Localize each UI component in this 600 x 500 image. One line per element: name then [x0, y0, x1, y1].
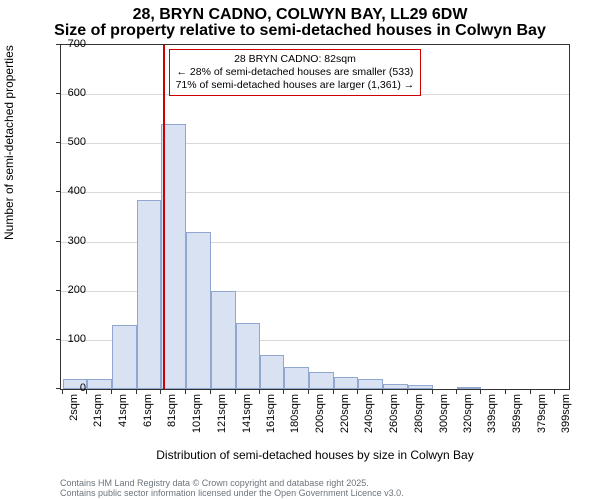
histogram-bar [236, 323, 261, 389]
x-tick-label: 260sqm [388, 394, 400, 444]
x-tick-mark [333, 390, 334, 394]
x-tick-mark [136, 390, 137, 394]
x-tick-mark [530, 390, 531, 394]
x-tick-label: 41sqm [117, 394, 129, 444]
x-tick-mark [210, 390, 211, 394]
x-tick-label: 2sqm [68, 394, 80, 444]
x-tick-label: 300sqm [438, 394, 450, 444]
x-tick-mark [111, 390, 112, 394]
x-tick-mark [86, 390, 87, 394]
y-tick-label: 300 [46, 235, 86, 247]
y-tick-label: 500 [46, 136, 86, 148]
x-tick-mark [235, 390, 236, 394]
x-tick-label: 121sqm [216, 394, 228, 444]
x-tick-mark [185, 390, 186, 394]
histogram-bar [309, 372, 334, 389]
x-tick-label: 180sqm [289, 394, 301, 444]
chart-title-line2: Size of property relative to semi-detach… [0, 22, 600, 40]
x-tick-mark [308, 390, 309, 394]
infobox-line1: 28 BRYN CADNO: 82sqm [176, 53, 415, 66]
x-tick-label: 320sqm [462, 394, 474, 444]
gridline [61, 192, 569, 193]
x-tick-label: 280sqm [413, 394, 425, 444]
reference-infobox: 28 BRYN CADNO: 82sqm← 28% of semi-detach… [169, 49, 422, 96]
x-tick-label: 21sqm [92, 394, 104, 444]
histogram-bar [457, 387, 481, 389]
x-tick-label: 81sqm [166, 394, 178, 444]
y-tick-label: 400 [46, 185, 86, 197]
y-tick-label: 700 [46, 38, 86, 50]
y-tick-mark [56, 339, 60, 340]
histogram-bar [260, 355, 284, 389]
histogram-bar [186, 232, 211, 389]
infobox-line2: ← 28% of semi-detached houses are smalle… [176, 66, 415, 79]
y-tick-label: 0 [46, 382, 86, 394]
x-tick-label: 101sqm [191, 394, 203, 444]
y-tick-label: 200 [46, 284, 86, 296]
histogram-bar [137, 200, 162, 389]
x-tick-mark [283, 390, 284, 394]
attribution-line1: Contains HM Land Registry data © Crown c… [60, 478, 404, 488]
x-tick-label: 220sqm [339, 394, 351, 444]
x-tick-mark [456, 390, 457, 394]
x-tick-label: 161sqm [265, 394, 277, 444]
x-tick-mark [505, 390, 506, 394]
histogram-bar [358, 379, 383, 389]
x-tick-mark [432, 390, 433, 394]
x-tick-label: 359sqm [511, 394, 523, 444]
chart-root: { "chart": { "type": "histogram", "title… [0, 0, 600, 500]
x-tick-mark [62, 390, 63, 394]
attribution-line2: Contains public sector information licen… [60, 488, 404, 498]
reference-line [163, 45, 165, 389]
x-axis-label: Distribution of semi-detached houses by … [60, 448, 570, 462]
attribution: Contains HM Land Registry data © Crown c… [60, 478, 404, 498]
x-tick-mark [382, 390, 383, 394]
infobox-line3: 71% of semi-detached houses are larger (… [176, 79, 415, 92]
x-tick-mark [407, 390, 408, 394]
histogram-bar [284, 367, 309, 389]
x-tick-mark [357, 390, 358, 394]
x-tick-label: 141sqm [241, 394, 253, 444]
x-tick-label: 379sqm [536, 394, 548, 444]
x-tick-mark [480, 390, 481, 394]
y-tick-mark [56, 142, 60, 143]
y-tick-mark [56, 388, 60, 389]
y-tick-mark [56, 241, 60, 242]
x-tick-mark [259, 390, 260, 394]
x-tick-mark [554, 390, 555, 394]
y-tick-mark [56, 93, 60, 94]
x-tick-mark [160, 390, 161, 394]
histogram-bar [112, 325, 137, 389]
y-tick-mark [56, 44, 60, 45]
x-tick-label: 240sqm [363, 394, 375, 444]
x-tick-label: 339sqm [486, 394, 498, 444]
x-tick-label: 399sqm [560, 394, 572, 444]
histogram-bar [383, 384, 408, 389]
x-tick-label: 61sqm [142, 394, 154, 444]
plot-area: 28 BRYN CADNO: 82sqm← 28% of semi-detach… [60, 44, 570, 390]
x-tick-label: 200sqm [314, 394, 326, 444]
histogram-bar [161, 124, 186, 389]
y-tick-label: 100 [46, 333, 86, 345]
y-tick-label: 600 [46, 87, 86, 99]
gridline [61, 143, 569, 144]
y-axis-label: Number of semi-detached properties [2, 45, 16, 240]
y-tick-mark [56, 191, 60, 192]
y-tick-mark [56, 290, 60, 291]
histogram-bar [211, 291, 236, 389]
histogram-bar [87, 379, 112, 389]
histogram-bar [334, 377, 359, 389]
histogram-bar [408, 385, 433, 389]
